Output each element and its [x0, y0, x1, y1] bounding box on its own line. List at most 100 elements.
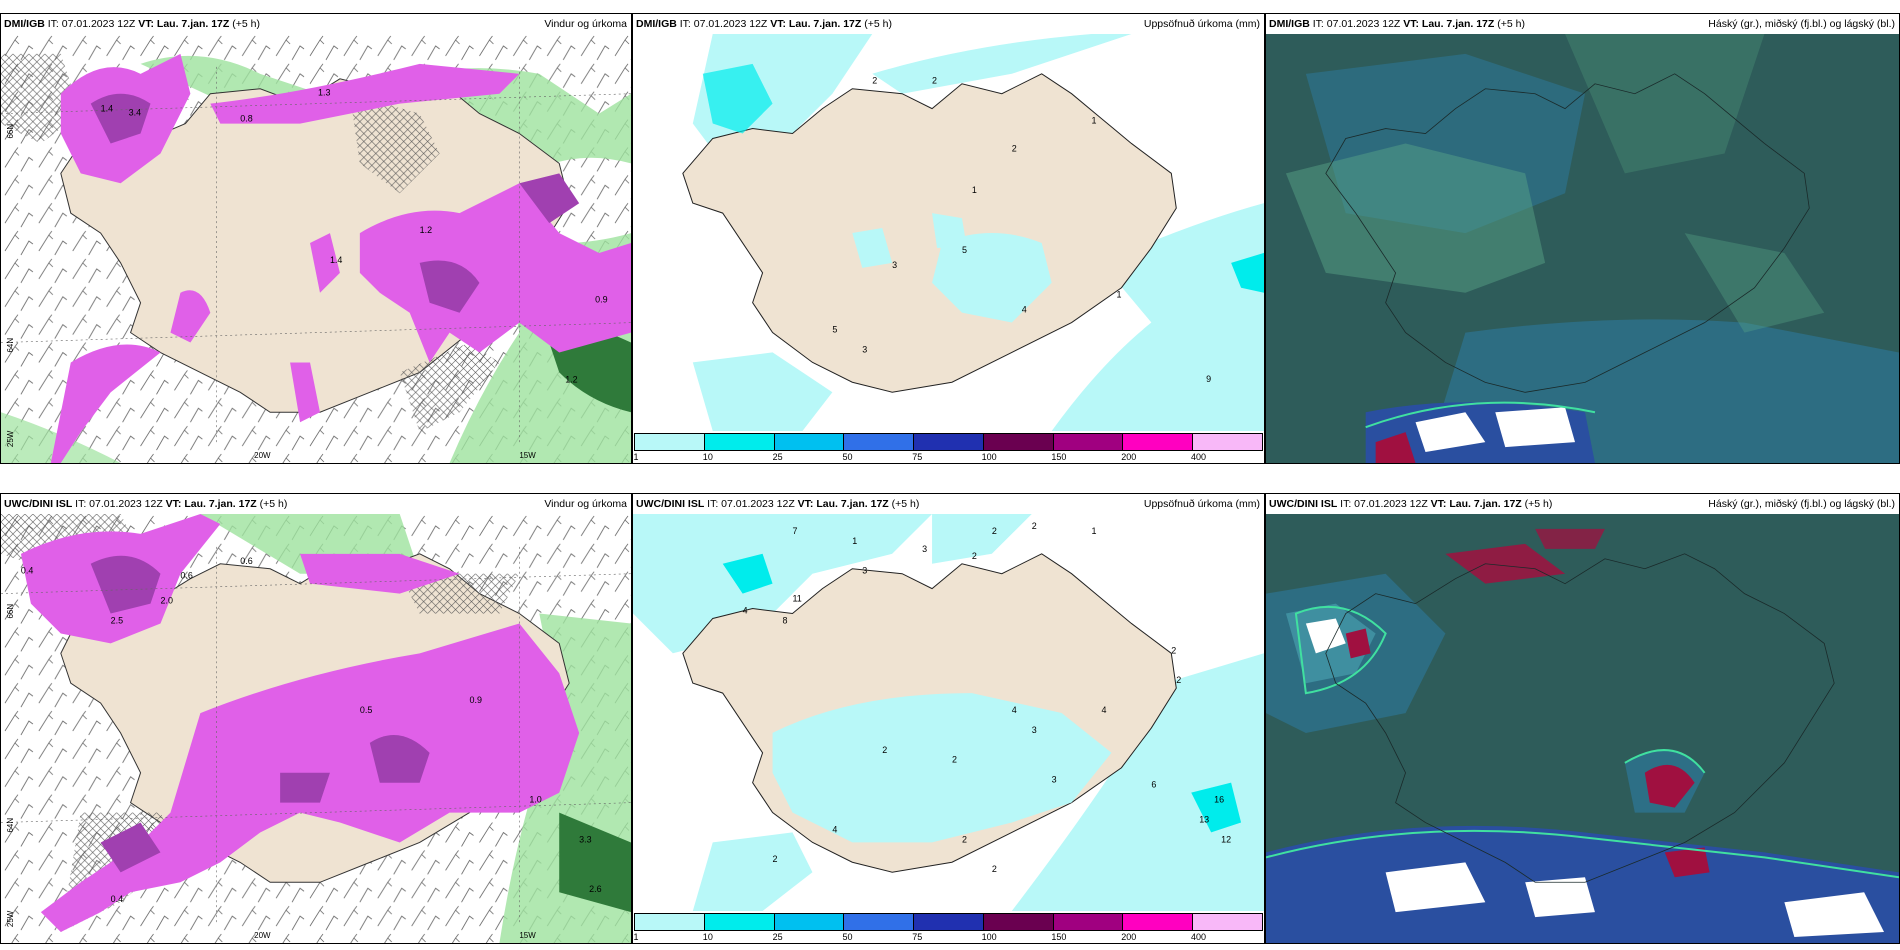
precip-label: 2: [1032, 521, 1037, 531]
colorbar-swatch: [983, 914, 1054, 930]
lat-label: 64N: [6, 338, 15, 353]
valid-time: VT: Lau. 7.jan. 17Z: [797, 498, 889, 510]
colorbar-tick: 25: [772, 452, 783, 462]
lon-label: 20W: [254, 451, 271, 460]
colorbar-swatch: [1193, 434, 1263, 450]
lat-label: 66N: [6, 124, 15, 139]
precip-label: 2: [992, 864, 997, 874]
model-name: DMI/IGB: [4, 18, 45, 30]
colorbar-swatch: [844, 914, 915, 930]
wind-value-label: 1.4: [101, 104, 113, 114]
panel-wind-precip-bottom: UWC/DINI ISL IT: 07.01.2023 12Z VT: Lau.…: [0, 493, 632, 944]
colorbar-tick: 150: [1051, 932, 1067, 942]
precip-label: 1: [852, 536, 857, 546]
precip-label: 16: [1214, 795, 1224, 805]
colorbar-swatch: [635, 434, 705, 450]
precip-label: 2: [773, 854, 778, 864]
precip-label: 4: [1022, 305, 1027, 315]
precip-label: 1: [1092, 116, 1097, 126]
map-clouds: [1266, 514, 1899, 943]
init-time: IT: 07.01.2023 12Z: [679, 18, 768, 30]
lat-label: 66N: [6, 604, 15, 619]
panel-accum-precip-bottom: UWC/DINI ISL IT: 07.01.2023 12Z VT: Lau.…: [632, 493, 1265, 944]
lead-time: (+5 h): [232, 18, 260, 30]
valid-time: VT: Lau. 7.jan. 17Z: [1403, 18, 1495, 30]
init-time: IT: 07.01.2023 12Z: [1312, 18, 1401, 30]
precip-label: 5: [962, 245, 967, 255]
colorbar-tick: 25: [772, 932, 783, 942]
model-name: UWC/DINI ISL: [1269, 498, 1338, 510]
precip-label: 2: [1012, 143, 1017, 153]
map-accum-precip: 2 2 1 2 1 3 5 4 5 3 9 1: [633, 34, 1264, 431]
wind-value-label: 0.8: [240, 114, 252, 124]
iceland-outline: [1325, 553, 1835, 883]
lead-time: (+5 h): [891, 498, 920, 510]
panel-header: UWC/DINI ISL IT: 07.01.2023 12Z VT: Lau.…: [633, 494, 1264, 514]
map-svg: 0.4 0.6 2.5 2.0 0.5 0.9 1.0 3.3 2.6 0.6 …: [1, 514, 631, 943]
colorbar-tick: 400: [1191, 932, 1207, 942]
wind-value-label: 1.2: [565, 374, 577, 384]
precip-label: 1: [972, 185, 977, 195]
precip-label: 2: [932, 76, 937, 86]
precip-label: 3: [862, 566, 867, 576]
wind-value-label: 0.6: [180, 571, 192, 581]
model-name: DMI/IGB: [1269, 18, 1310, 30]
iceland-land: [682, 73, 1177, 393]
precip-label: 5: [832, 325, 837, 335]
map-svg: 3.4 1.4 0.8 1.3 1.2 1.4 0.9 1.2 66N 64N …: [1, 34, 631, 463]
panel-clouds-top: DMI/IGB IT: 07.01.2023 12Z VT: Lau. 7.ja…: [1265, 13, 1900, 464]
panel-header: UWC/DINI ISL IT: 07.01.2023 12Z VT: Lau.…: [1266, 494, 1899, 514]
valid-time: VT: Lau. 7.jan. 17Z: [138, 18, 230, 30]
map-accum-precip: 7 1 3 2 2 2 3 11 8 4 1 2 2 4 3 2 2 4 3 1…: [633, 514, 1264, 911]
colorbar-swatch: [1123, 914, 1194, 930]
panel-header: DMI/IGB IT: 07.01.2023 12Z VT: Lau. 7.ja…: [1266, 14, 1899, 34]
lat-label: 64N: [6, 818, 15, 833]
precip-label: 3: [922, 544, 927, 554]
wind-value-label: 0.5: [360, 705, 372, 715]
precip-label: 3: [862, 344, 867, 354]
precip-label: 1: [1092, 526, 1097, 536]
precip-label: 6: [1151, 780, 1156, 790]
valid-time: VT: Lau. 7.jan. 17Z: [165, 498, 257, 510]
wind-value-label: 0.4: [21, 566, 33, 576]
init-time: IT: 07.01.2023 12Z: [47, 18, 136, 30]
precip-label: 2: [1171, 645, 1176, 655]
lead-time: (+5 h): [259, 498, 288, 510]
precip-label: 2: [952, 755, 957, 765]
wind-value-label: 1.3: [318, 88, 330, 98]
colorbar-swatch: [983, 434, 1054, 450]
wind-value-label: 1.0: [529, 795, 541, 805]
wind-value-label: 1.2: [420, 225, 432, 235]
colorbar-swatch: [914, 434, 984, 450]
colorbar-tick: 400: [1191, 452, 1207, 462]
precip-label: 2: [1176, 675, 1181, 685]
model-name: UWC/DINI ISL: [4, 498, 73, 510]
precip-label: 3: [1032, 725, 1037, 735]
colorbar-swatch: [1053, 914, 1124, 930]
panel-header: DMI/IGB IT: 07.01.2023 12Z VT: Lau. 7.ja…: [1, 14, 631, 34]
colorbar-tick: 50: [842, 452, 853, 462]
iceland-outline: [1325, 73, 1810, 393]
map-wind-precip: 0.4 0.6 2.5 2.0 0.5 0.9 1.0 3.3 2.6 0.6 …: [1, 514, 631, 943]
lon-label: 25W: [6, 910, 15, 927]
panel-wind-precip-top: DMI/IGB IT: 07.01.2023 12Z VT: Lau. 7.ja…: [0, 13, 632, 464]
panel-accum-precip-top: DMI/IGB IT: 07.01.2023 12Z VT: Lau. 7.ja…: [632, 13, 1265, 464]
lead-time: (+5 h): [1524, 498, 1553, 510]
colorbar-tick: 10: [702, 932, 713, 942]
map-svg: 2 2 1 2 1 3 5 4 5 3 9 1: [633, 34, 1264, 431]
model-name: DMI/IGB: [636, 18, 677, 30]
panel-clouds-bottom: UWC/DINI ISL IT: 07.01.2023 12Z VT: Lau.…: [1265, 493, 1900, 944]
model-name: UWC/DINI ISL: [636, 498, 705, 510]
lead-time: (+5 h): [864, 18, 892, 30]
wind-value-label: 2.6: [589, 884, 601, 894]
precip-label: 1: [1116, 290, 1121, 300]
precip-label: 2: [882, 745, 887, 755]
colorbar-swatch: [1123, 434, 1194, 450]
colorbar-tick: 50: [842, 932, 853, 942]
colorbar-swatch: [704, 914, 775, 930]
colorbar-tick: 75: [912, 452, 923, 462]
wind-value-label: 2.0: [160, 596, 172, 606]
precip-label: 2: [872, 76, 877, 86]
wind-value-label: 0.4: [111, 894, 123, 904]
precip-label: 12: [1221, 834, 1231, 844]
